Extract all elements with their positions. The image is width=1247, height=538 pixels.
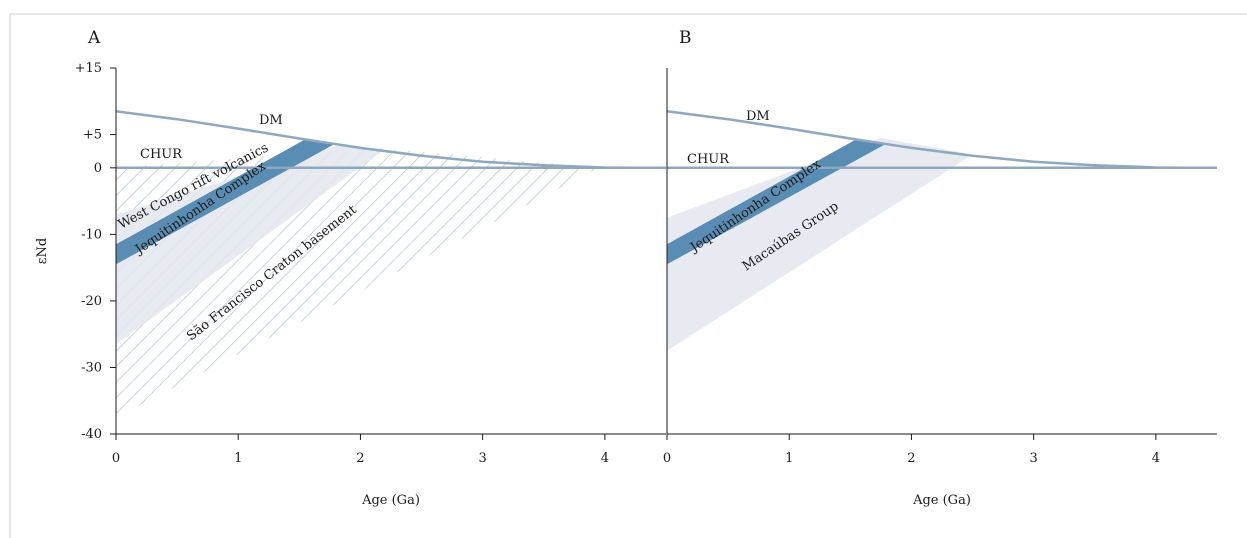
- x-tick-labels-b: 0 1 2 3 4: [663, 451, 1160, 466]
- reference-curves-a: [115, 110, 666, 170]
- axes-b: 0 1 2 3 4: [663, 68, 1217, 466]
- chur-label-a: CHUR: [140, 147, 183, 162]
- region-west-congo-rift-volcanics: [116, 145, 385, 345]
- y-tick-labels-a: +15 +5 0 -10 -20 -30 -40: [75, 61, 102, 442]
- x-axis-title-a: Age (Ga): [361, 493, 420, 508]
- y-axis-title: εNd: [35, 238, 50, 264]
- y-tick-label-a-0: +15: [75, 61, 102, 76]
- dm-label-b: DM: [746, 109, 770, 124]
- x-tick-label-b-0: 0: [663, 451, 671, 466]
- x-tick-label-a-1: 1: [234, 451, 242, 466]
- y-tick-label-a-4: -20: [81, 294, 102, 309]
- dm-curve-b: [666, 110, 1217, 170]
- panel-a: A 0 1 2 3 4: [35, 28, 666, 508]
- x-tick-label-b-1: 1: [785, 451, 793, 466]
- panel-label-b: B: [679, 28, 692, 48]
- regions-b: [667, 137, 973, 351]
- x-tick-label-b-2: 2: [907, 451, 915, 466]
- panel-label-a: A: [87, 28, 101, 48]
- axes-a: 0 1 2 3 4 +15 +5 0 -10 -20 -3: [75, 61, 666, 466]
- y-tick-label-a-5: -30: [81, 360, 102, 375]
- y-tick-label-a-3: -10: [81, 227, 102, 242]
- x-tick-label-b-4: 4: [1152, 451, 1160, 466]
- x-tick-labels-a: 0 1 2 3 4: [112, 451, 609, 466]
- y-tick-label-a-2: 0: [94, 161, 102, 176]
- reference-curves-b: [666, 110, 1217, 170]
- x-tick-label-a-2: 2: [356, 451, 364, 466]
- y-ticks-a: [110, 67, 116, 435]
- y-tick-label-a-1: +5: [83, 128, 102, 143]
- x-axis-title-b: Age (Ga): [912, 493, 971, 508]
- x-tick-label-a-0: 0: [112, 451, 120, 466]
- x-ticks-a: [115, 434, 606, 440]
- x-tick-label-b-3: 3: [1030, 451, 1038, 466]
- region-macaubas-group: [667, 137, 973, 351]
- dm-label-a: DM: [259, 113, 283, 128]
- dm-curve-a: [115, 110, 666, 170]
- region-jequitinhonha-complex-a: [116, 139, 336, 265]
- x-tick-label-a-3: 3: [479, 451, 487, 466]
- y-tick-label-a-6: -40: [81, 427, 102, 442]
- x-ticks-b: [666, 434, 1157, 440]
- region-jequitinhonha-complex-b: [667, 139, 887, 265]
- regions-a: [116, 139, 599, 418]
- panel-b: B 0 1 2 3 4: [663, 28, 1217, 508]
- x-tick-label-a-4: 4: [601, 451, 609, 466]
- chur-label-b: CHUR: [687, 152, 730, 167]
